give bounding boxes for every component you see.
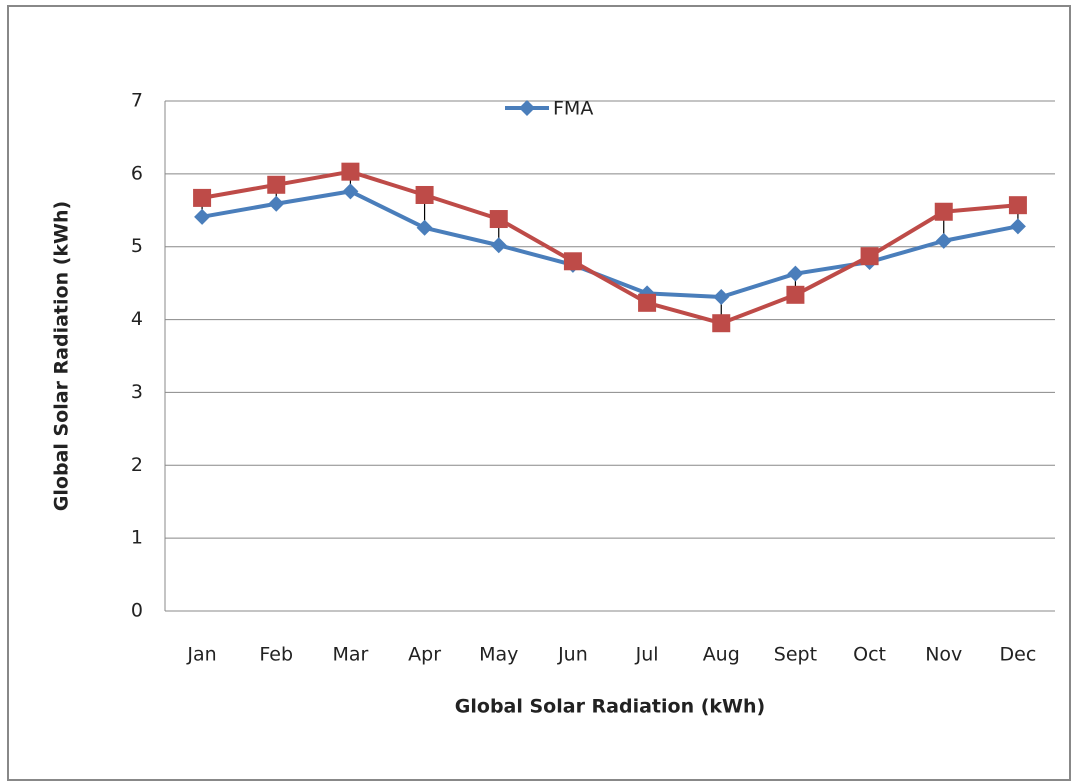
x-tick-label: Nov xyxy=(925,644,962,666)
point-marker xyxy=(934,202,953,221)
point-marker xyxy=(268,195,285,212)
point-marker xyxy=(860,247,879,266)
point-marker xyxy=(1008,196,1027,215)
point-marker xyxy=(489,210,508,229)
x-tick-label: Mar xyxy=(332,644,368,666)
point-marker xyxy=(786,285,805,304)
point-marker xyxy=(712,314,731,333)
point-marker xyxy=(935,232,952,249)
x-tick-label: Aug xyxy=(703,644,740,666)
y-tick-label: 4 xyxy=(131,308,143,330)
y-tick-label: 7 xyxy=(131,90,143,112)
point-marker xyxy=(713,288,730,305)
legend-marker xyxy=(519,100,535,116)
x-tick-label: Sept xyxy=(774,644,817,666)
point-marker xyxy=(267,175,286,194)
y-tick-label: 1 xyxy=(131,527,143,549)
point-marker xyxy=(490,237,507,254)
point-marker xyxy=(341,162,360,181)
point-marker xyxy=(415,185,434,204)
point-marker xyxy=(1009,218,1026,235)
point-marker xyxy=(416,219,433,236)
y-tick-label: 6 xyxy=(131,162,143,184)
point-marker xyxy=(563,252,582,271)
point-marker xyxy=(342,183,359,200)
x-tick-label: Jun xyxy=(557,644,588,666)
point-marker xyxy=(787,265,804,282)
series-line xyxy=(201,189,1019,299)
y-tick-label: 2 xyxy=(131,454,143,476)
point-marker xyxy=(193,188,212,207)
y-tick-label: 0 xyxy=(131,600,143,622)
y-tick-label: 3 xyxy=(131,381,143,403)
x-tick-label: May xyxy=(479,644,518,666)
y-axis-title: Global Solar Radiation (kWh) xyxy=(51,201,73,511)
y-tick-label: 5 xyxy=(131,235,143,257)
x-axis-title: Global Solar Radiation (kWh) xyxy=(455,696,765,718)
x-tick-label: Oct xyxy=(853,644,886,666)
point-marker xyxy=(638,293,657,312)
x-tick-label: Dec xyxy=(1000,644,1037,666)
x-tick-label: Feb xyxy=(259,644,293,666)
x-tick-label: Jul xyxy=(635,644,659,666)
point-marker xyxy=(194,208,211,225)
chart-frame xyxy=(7,5,1071,781)
legend-label: FMA xyxy=(553,98,593,120)
series-line xyxy=(201,169,1019,326)
x-tick-label: Apr xyxy=(408,644,441,666)
x-tick-label: Jan xyxy=(186,644,216,666)
